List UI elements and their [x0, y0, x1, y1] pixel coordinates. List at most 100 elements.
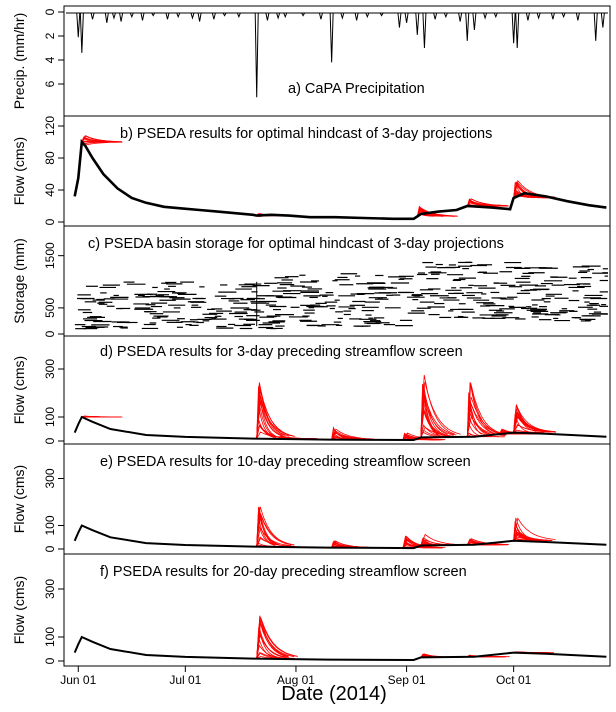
ensemble-fan-d-1-13: [256, 386, 276, 439]
ensemble-fan-f-0-8: [256, 620, 288, 659]
ensemble-fan-d-8-12: [513, 424, 557, 433]
precip-peak-20: [301, 12, 306, 17]
ensemble-fan-b-4-13: [513, 192, 540, 199]
ensemble-fan-e-5-12: [513, 531, 545, 541]
y-tick-label-d-0: 0: [43, 437, 57, 444]
ensemble-fan-e-5-13: [513, 517, 556, 541]
ensemble-fan-f-0-6: [256, 622, 295, 659]
ensemble-fan-b-0-15: [81, 140, 106, 143]
y-tick-label-f-1: 100: [43, 627, 57, 647]
precip-peak-1: [79, 12, 84, 53]
precip-peak-18: [276, 12, 281, 20]
precip-peak-30: [422, 12, 427, 49]
ensemble-fan-d-5-12: [420, 385, 448, 438]
ensemble-fan-f-0-5: [256, 627, 277, 659]
ensemble-fan-b-4-15: [513, 190, 546, 199]
ensemble-fan-d-6-15: [466, 392, 482, 437]
y-tick-label-f-0: 0: [43, 657, 57, 664]
panel-c: 0 500 1500 Storage (mm) c) PSEDA basin stora…: [11, 225, 611, 337]
ensemble-fan-d-6-8: [466, 383, 504, 437]
precip-peak-17: [265, 12, 270, 21]
precip-peak-43: [561, 12, 566, 19]
ensemble-fan-e-0-15: [256, 524, 276, 547]
x-axis-title: Date (2014): [281, 683, 387, 705]
precip-peak-2: [90, 12, 95, 20]
ensemble-fan-d-5-4: [420, 409, 451, 438]
x-tick-label-2: Aug 01: [277, 673, 315, 687]
ensemble-fan-b-0-11: [81, 141, 111, 145]
x-tick-label-3: Sep 01: [388, 673, 426, 687]
precip-peak-5: [119, 12, 124, 22]
panel-title-a: a) CaPA Precipitation: [288, 81, 425, 97]
y-tick-label-b-3: 120: [43, 116, 57, 136]
ensemble-fan-d-3-15: [331, 428, 375, 440]
y-tick-label-b-0: 0: [43, 218, 57, 225]
y-axis-title-b: Flow (cms): [11, 137, 27, 205]
observed-flow-line-d: [73, 415, 607, 442]
precip-peak-13: [211, 12, 216, 20]
ensemble-fan-d-8-14: [513, 406, 550, 433]
x-tick-label-0: Jun 01: [60, 673, 96, 687]
panel-f: 0 100 300 Flow (cms) f) PSEDA results for 20…: [11, 553, 611, 667]
ensemble-fan-d-1-12: [256, 389, 282, 439]
y-tick-label-f-2: 300: [43, 579, 57, 599]
precip-peak-33: [458, 12, 463, 22]
precip-peak-9: [165, 12, 170, 20]
precip-peak-26: [379, 12, 384, 17]
ensemble-fan-d-1-11: [256, 419, 276, 439]
precip-peak-31: [433, 12, 438, 20]
y-axis-title-f: Flow (cms): [11, 576, 27, 644]
y-tick-label-d-1: 100: [43, 407, 57, 427]
precip-peak-42: [550, 12, 555, 20]
precip-peak-0: [76, 12, 81, 38]
ensemble-fan-b-0-14: [81, 135, 123, 143]
precip-peak-39: [515, 12, 520, 49]
panel-title-d: d) PSEDA results for 3-day preceding str…: [100, 344, 463, 360]
panel-title-e: e) PSEDA results for 10-day preceding st…: [100, 454, 471, 470]
precip-peak-7: [140, 12, 145, 21]
panel-e: 0 100 300 Flow (cms) e) PSEDA results for 10…: [11, 443, 611, 555]
panels-group: 0 2 4 6 Precip. (mm/hr) a) CaPA Precipitation…: [11, 5, 611, 667]
ensemble-fan-e-0-12: [256, 513, 295, 547]
ensemble-fan-d-5-15: [420, 383, 439, 438]
ensemble-fan-d-1-8: [256, 382, 283, 439]
ensemble-fan-d-5-13: [420, 381, 461, 438]
y-axis-title-c: Storage (mm): [11, 238, 27, 324]
ensemble-fan-d-6-11: [466, 382, 496, 437]
precip-peak-44: [575, 12, 580, 21]
observed-flow-line-b: [73, 138, 607, 221]
precip-peak-41: [536, 12, 541, 20]
precip-peak-34: [465, 12, 470, 41]
panel-a: 0 2 4 6 Precip. (mm/hr) a) CaPA Precipitation: [11, 5, 611, 117]
observed-flow-line-e: [73, 524, 607, 550]
y-tick-label-c-2: 1500: [43, 242, 57, 269]
precip-peak-19: [283, 12, 288, 19]
precip-peak-21: [318, 12, 323, 20]
precip-peak-35: [472, 12, 477, 31]
y-tick-label-a-2: 4: [43, 56, 57, 63]
ensemble-fan-b-3-15: [466, 201, 501, 207]
y-tick-label-c-0: 0: [43, 330, 57, 337]
precip-peak-40: [525, 12, 530, 21]
precip-peak-23: [340, 12, 345, 20]
precip-peak-28: [404, 12, 409, 23]
precip-peak-38: [511, 12, 516, 44]
precip-peak-4: [111, 12, 116, 20]
y-axis-title-a: Precip. (mm/hr): [11, 13, 27, 109]
y-tick-label-e-2: 300: [43, 468, 57, 488]
precip-peak-45: [593, 12, 598, 41]
ensemble-fan-d-4-15: [402, 437, 436, 441]
y-tick-label-a-3: 6: [43, 80, 57, 87]
ensemble-fan-f-0-11: [256, 616, 289, 659]
precip-peak-6: [129, 12, 134, 19]
panel-title-c: c) PSEDA basin storage for optimal hindc…: [88, 236, 504, 252]
y-tick-label-c-1: 500: [43, 298, 57, 318]
precip-peak-36: [483, 12, 488, 20]
ensemble-fan-b-0-13: [81, 138, 113, 143]
panel-b: 0 40 80 120 Flow (cms) b) PSEDA results for o…: [11, 115, 611, 227]
ensemble-fan-e-0-2: [256, 513, 292, 547]
precip-peak-11: [190, 12, 195, 20]
y-tick-label-b-1: 40: [43, 183, 57, 197]
